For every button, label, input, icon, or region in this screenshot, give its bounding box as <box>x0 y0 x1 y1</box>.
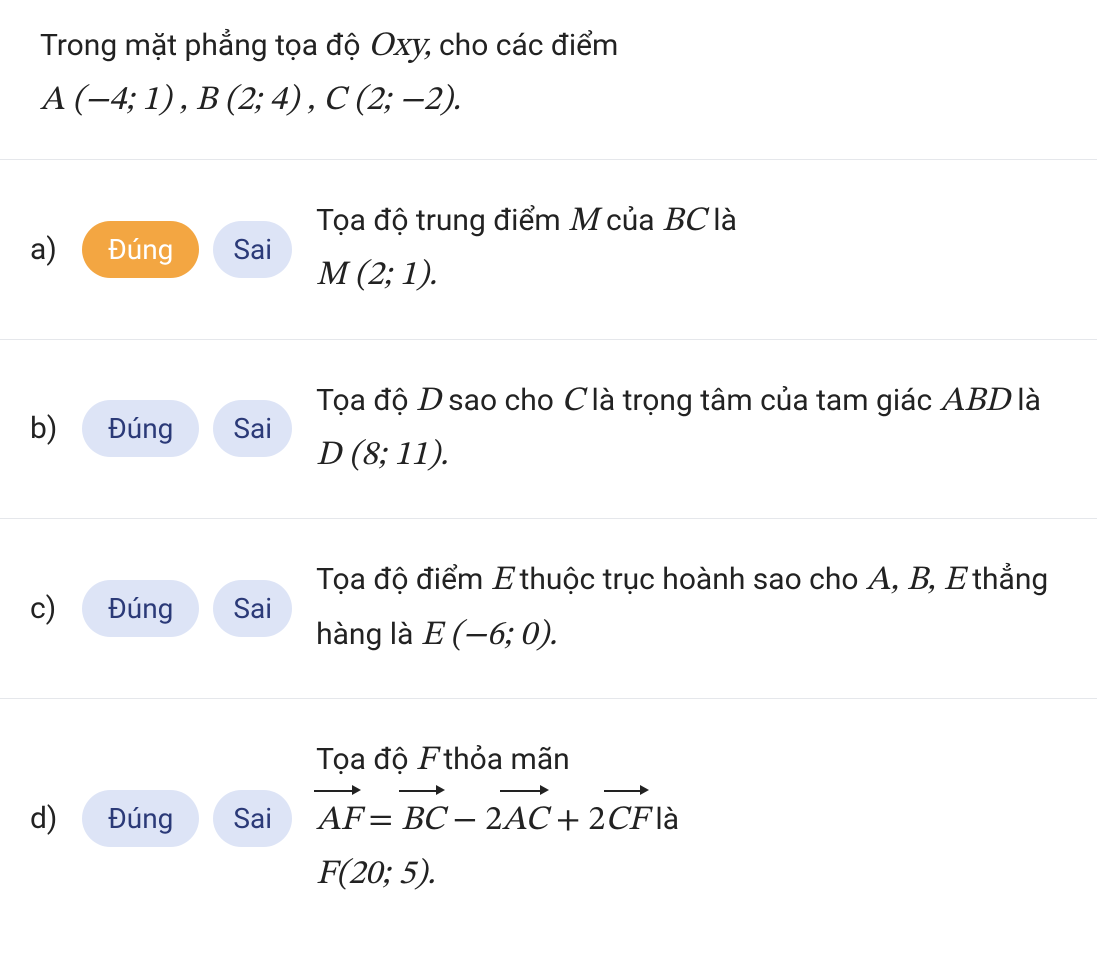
text: là <box>1010 383 1041 418</box>
math: D (8; 11). <box>316 439 448 473</box>
math: D <box>416 385 441 419</box>
statement-a: Tọa độ trung điểm M của BC là M (2; 1). <box>316 195 1067 304</box>
option-row-d: d) Đúng Sai Tọa độ F thỏa mãn AF = BC − … <box>0 699 1097 937</box>
false-button-a[interactable]: Sai <box>213 221 292 278</box>
text: của <box>599 203 662 238</box>
option-row-a: a) Đúng Sai Tọa độ trung điểm M của BC l… <box>0 160 1097 340</box>
vector-af: AF <box>316 789 360 848</box>
option-row-b: b) Đúng Sai Tọa độ D sao cho C là trọng … <box>0 340 1097 520</box>
option-row-c: c) Đúng Sai Tọa độ điểm E thuộc trục hoà… <box>0 519 1097 699</box>
header-oxy: Oxy, <box>368 30 432 64</box>
text: Tọa độ trung điểm <box>316 203 568 238</box>
text: là <box>648 802 679 837</box>
math: BC <box>662 205 706 239</box>
math: A, B, E <box>866 564 965 598</box>
text: Tọa độ <box>316 383 416 418</box>
math: F <box>416 744 436 778</box>
vector-bc: BC <box>401 789 445 848</box>
true-button-a[interactable]: Đúng <box>82 221 199 278</box>
math-op: = <box>360 804 400 838</box>
header-text-1: Trong mặt phẳng tọa độ <box>40 28 368 63</box>
question-header: Trong mặt phẳng tọa độ Oxy, cho các điểm… <box>0 0 1097 160</box>
option-letter-a: a) <box>30 232 68 267</box>
option-letter-b: b) <box>30 411 68 446</box>
text: thỏa mãn <box>436 742 570 777</box>
option-letter-c: c) <box>30 591 68 626</box>
math: C <box>561 385 584 419</box>
vector-cf: CF <box>605 789 648 848</box>
question-container: Trong mặt phẳng tọa độ Oxy, cho các điểm… <box>0 0 1097 937</box>
math: F(20; 5). <box>316 858 435 892</box>
math-op: − 2 <box>445 804 502 838</box>
math: M <box>568 205 598 239</box>
header-coords: A (−4; 1) , B (2; 4) , C (2; −2). <box>40 84 461 118</box>
math-op: + 2 <box>548 804 605 838</box>
text: là <box>706 203 737 238</box>
header-text-2: cho các điểm <box>432 28 619 63</box>
text: Tọa độ điểm <box>316 562 491 597</box>
option-letter-d: d) <box>30 801 68 836</box>
text: thuộc trục hoành sao cho <box>512 562 866 597</box>
vector-ac: AC <box>502 789 548 848</box>
text: sao cho <box>441 383 562 418</box>
math: ABD <box>940 385 1010 419</box>
false-button-b[interactable]: Sai <box>213 400 292 457</box>
true-button-d[interactable]: Đúng <box>82 790 199 847</box>
statement-c: Tọa độ điểm E thuộc trục hoành sao cho A… <box>316 554 1067 663</box>
text: là trọng tâm của tam giác <box>584 383 940 418</box>
statement-b: Tọa độ D sao cho C là trọng tâm của tam … <box>316 375 1067 484</box>
statement-d: Tọa độ F thỏa mãn AF = BC − 2AC + 2CF là… <box>316 734 1067 902</box>
false-button-d[interactable]: Sai <box>213 790 292 847</box>
math: M (2; 1). <box>316 259 437 293</box>
text: Tọa độ <box>316 742 416 777</box>
true-button-c[interactable]: Đúng <box>82 580 199 637</box>
math: E (−6; 0). <box>421 619 557 653</box>
true-button-b[interactable]: Đúng <box>82 400 199 457</box>
math: E <box>491 564 512 598</box>
false-button-c[interactable]: Sai <box>213 580 292 637</box>
